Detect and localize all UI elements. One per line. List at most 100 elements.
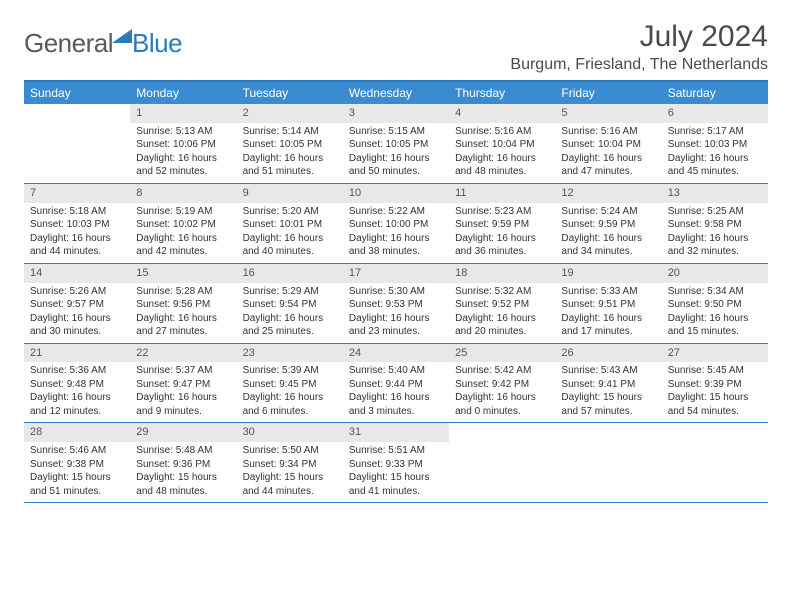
day-cell xyxy=(555,423,661,502)
day-text: Sunrise: 5:37 AMSunset: 9:47 PMDaylight:… xyxy=(130,362,236,422)
day-number: 19 xyxy=(555,264,661,283)
day-number: 10 xyxy=(343,184,449,203)
week-row: 28Sunrise: 5:46 AMSunset: 9:38 PMDayligh… xyxy=(24,423,768,503)
day-text: Sunrise: 5:28 AMSunset: 9:56 PMDaylight:… xyxy=(130,283,236,343)
logo: General Blue xyxy=(24,28,182,59)
day-number: 30 xyxy=(237,423,343,442)
week-row: 14Sunrise: 5:26 AMSunset: 9:57 PMDayligh… xyxy=(24,264,768,344)
day-text: Sunrise: 5:26 AMSunset: 9:57 PMDaylight:… xyxy=(24,283,130,343)
day-text: Sunrise: 5:48 AMSunset: 9:36 PMDaylight:… xyxy=(130,442,236,502)
day-number: 12 xyxy=(555,184,661,203)
day-text: Sunrise: 5:34 AMSunset: 9:50 PMDaylight:… xyxy=(662,283,768,343)
day-number: 21 xyxy=(24,344,130,363)
day-cell: 11Sunrise: 5:23 AMSunset: 9:59 PMDayligh… xyxy=(449,184,555,263)
day-text: Sunrise: 5:46 AMSunset: 9:38 PMDaylight:… xyxy=(24,442,130,502)
day-text: Sunrise: 5:17 AMSunset: 10:03 PMDaylight… xyxy=(662,123,768,183)
day-text: Sunrise: 5:16 AMSunset: 10:04 PMDaylight… xyxy=(555,123,661,183)
day-cell: 5Sunrise: 5:16 AMSunset: 10:04 PMDayligh… xyxy=(555,104,661,183)
day-number: 6 xyxy=(662,104,768,123)
day-number: 9 xyxy=(237,184,343,203)
day-cell: 2Sunrise: 5:14 AMSunset: 10:05 PMDayligh… xyxy=(237,104,343,183)
day-cell: 28Sunrise: 5:46 AMSunset: 9:38 PMDayligh… xyxy=(24,423,130,502)
day-text: Sunrise: 5:19 AMSunset: 10:02 PMDaylight… xyxy=(130,203,236,263)
day-cell: 1Sunrise: 5:13 AMSunset: 10:06 PMDayligh… xyxy=(130,104,236,183)
day-cell: 24Sunrise: 5:40 AMSunset: 9:44 PMDayligh… xyxy=(343,344,449,423)
day-header: Wednesday xyxy=(343,82,449,104)
day-text: Sunrise: 5:18 AMSunset: 10:03 PMDaylight… xyxy=(24,203,130,263)
day-number: 28 xyxy=(24,423,130,442)
day-cell: 25Sunrise: 5:42 AMSunset: 9:42 PMDayligh… xyxy=(449,344,555,423)
day-text: Sunrise: 5:22 AMSunset: 10:00 PMDaylight… xyxy=(343,203,449,263)
calendar: SundayMondayTuesdayWednesdayThursdayFrid… xyxy=(24,80,768,503)
day-text: Sunrise: 5:14 AMSunset: 10:05 PMDaylight… xyxy=(237,123,343,183)
day-cell: 21Sunrise: 5:36 AMSunset: 9:48 PMDayligh… xyxy=(24,344,130,423)
day-number: 25 xyxy=(449,344,555,363)
day-header: Monday xyxy=(130,82,236,104)
day-cell: 27Sunrise: 5:45 AMSunset: 9:39 PMDayligh… xyxy=(662,344,768,423)
day-header: Thursday xyxy=(449,82,555,104)
day-text: Sunrise: 5:42 AMSunset: 9:42 PMDaylight:… xyxy=(449,362,555,422)
day-number: 13 xyxy=(662,184,768,203)
day-number: 7 xyxy=(24,184,130,203)
day-number: 2 xyxy=(237,104,343,123)
day-cell: 22Sunrise: 5:37 AMSunset: 9:47 PMDayligh… xyxy=(130,344,236,423)
day-number: 22 xyxy=(130,344,236,363)
day-text: Sunrise: 5:40 AMSunset: 9:44 PMDaylight:… xyxy=(343,362,449,422)
logo-text-blue: Blue xyxy=(132,28,182,59)
day-number: 17 xyxy=(343,264,449,283)
logo-triangle-icon xyxy=(112,29,132,48)
day-number: 31 xyxy=(343,423,449,442)
day-header: Sunday xyxy=(24,82,130,104)
day-cell: 20Sunrise: 5:34 AMSunset: 9:50 PMDayligh… xyxy=(662,264,768,343)
day-cell: 3Sunrise: 5:15 AMSunset: 10:05 PMDayligh… xyxy=(343,104,449,183)
day-number: 11 xyxy=(449,184,555,203)
day-cell: 4Sunrise: 5:16 AMSunset: 10:04 PMDayligh… xyxy=(449,104,555,183)
day-cell: 6Sunrise: 5:17 AMSunset: 10:03 PMDayligh… xyxy=(662,104,768,183)
day-cell: 31Sunrise: 5:51 AMSunset: 9:33 PMDayligh… xyxy=(343,423,449,502)
header: General Blue July 2024 Burgum, Friesland… xyxy=(24,20,768,74)
day-cell: 14Sunrise: 5:26 AMSunset: 9:57 PMDayligh… xyxy=(24,264,130,343)
day-number: 8 xyxy=(130,184,236,203)
day-number: 20 xyxy=(662,264,768,283)
day-cell xyxy=(24,104,130,183)
day-cell: 7Sunrise: 5:18 AMSunset: 10:03 PMDayligh… xyxy=(24,184,130,263)
day-header: Tuesday xyxy=(237,82,343,104)
day-number: 18 xyxy=(449,264,555,283)
day-text: Sunrise: 5:45 AMSunset: 9:39 PMDaylight:… xyxy=(662,362,768,422)
day-header: Saturday xyxy=(662,82,768,104)
day-text: Sunrise: 5:51 AMSunset: 9:33 PMDaylight:… xyxy=(343,442,449,502)
day-number: 3 xyxy=(343,104,449,123)
day-text: Sunrise: 5:33 AMSunset: 9:51 PMDaylight:… xyxy=(555,283,661,343)
day-cell: 10Sunrise: 5:22 AMSunset: 10:00 PMDaylig… xyxy=(343,184,449,263)
day-cell: 18Sunrise: 5:32 AMSunset: 9:52 PMDayligh… xyxy=(449,264,555,343)
day-text: Sunrise: 5:29 AMSunset: 9:54 PMDaylight:… xyxy=(237,283,343,343)
day-text: Sunrise: 5:24 AMSunset: 9:59 PMDaylight:… xyxy=(555,203,661,263)
day-number: 14 xyxy=(24,264,130,283)
day-cell: 12Sunrise: 5:24 AMSunset: 9:59 PMDayligh… xyxy=(555,184,661,263)
day-text: Sunrise: 5:20 AMSunset: 10:01 PMDaylight… xyxy=(237,203,343,263)
day-cell: 8Sunrise: 5:19 AMSunset: 10:02 PMDayligh… xyxy=(130,184,236,263)
day-text: Sunrise: 5:39 AMSunset: 9:45 PMDaylight:… xyxy=(237,362,343,422)
day-cell: 30Sunrise: 5:50 AMSunset: 9:34 PMDayligh… xyxy=(237,423,343,502)
month-title: July 2024 xyxy=(510,20,768,54)
day-header-row: SundayMondayTuesdayWednesdayThursdayFrid… xyxy=(24,82,768,104)
logo-text-general: General xyxy=(24,28,113,59)
day-cell: 16Sunrise: 5:29 AMSunset: 9:54 PMDayligh… xyxy=(237,264,343,343)
day-number: 15 xyxy=(130,264,236,283)
day-text: Sunrise: 5:15 AMSunset: 10:05 PMDaylight… xyxy=(343,123,449,183)
day-cell: 9Sunrise: 5:20 AMSunset: 10:01 PMDayligh… xyxy=(237,184,343,263)
day-cell xyxy=(662,423,768,502)
day-number: 26 xyxy=(555,344,661,363)
day-number: 27 xyxy=(662,344,768,363)
day-number: 23 xyxy=(237,344,343,363)
day-cell: 13Sunrise: 5:25 AMSunset: 9:58 PMDayligh… xyxy=(662,184,768,263)
day-text: Sunrise: 5:16 AMSunset: 10:04 PMDaylight… xyxy=(449,123,555,183)
day-number: 24 xyxy=(343,344,449,363)
day-number: 16 xyxy=(237,264,343,283)
day-text: Sunrise: 5:43 AMSunset: 9:41 PMDaylight:… xyxy=(555,362,661,422)
day-header: Friday xyxy=(555,82,661,104)
day-number: 4 xyxy=(449,104,555,123)
week-row: 21Sunrise: 5:36 AMSunset: 9:48 PMDayligh… xyxy=(24,344,768,424)
day-cell: 17Sunrise: 5:30 AMSunset: 9:53 PMDayligh… xyxy=(343,264,449,343)
day-text: Sunrise: 5:32 AMSunset: 9:52 PMDaylight:… xyxy=(449,283,555,343)
